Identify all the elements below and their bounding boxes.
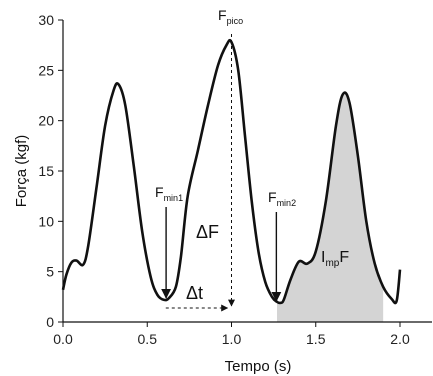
y-tick-label: 0	[46, 314, 54, 330]
delta-t-label: Δt	[186, 283, 203, 303]
fmin2-label: Fmin2	[268, 189, 296, 208]
y-tick-label: 5	[46, 264, 54, 280]
impf-label: ImpF	[321, 249, 349, 269]
force-series-line	[61, 38, 402, 305]
y-tick-label: 25	[38, 62, 54, 78]
x-tick-label: 0.0	[53, 331, 73, 347]
x-tick-label: 0.5	[138, 331, 158, 347]
y-tick-label: 30	[38, 12, 54, 28]
y-tick-label: 20	[38, 113, 54, 129]
fmin1-label: Fmin1	[155, 184, 183, 203]
delta-f-label: ΔF	[196, 222, 219, 242]
x-tick-label: 2.0	[390, 331, 410, 347]
fpico-label: Fpico	[218, 7, 243, 26]
x-tick-label: 1.5	[306, 331, 326, 347]
y-axis-title: Força (kgf)	[13, 135, 30, 208]
x-tick-label: 1.0	[222, 331, 242, 347]
y-tick-label: 15	[38, 163, 54, 179]
x-axis-title: Tempo (s)	[225, 358, 292, 375]
y-tick-label: 10	[38, 213, 54, 229]
